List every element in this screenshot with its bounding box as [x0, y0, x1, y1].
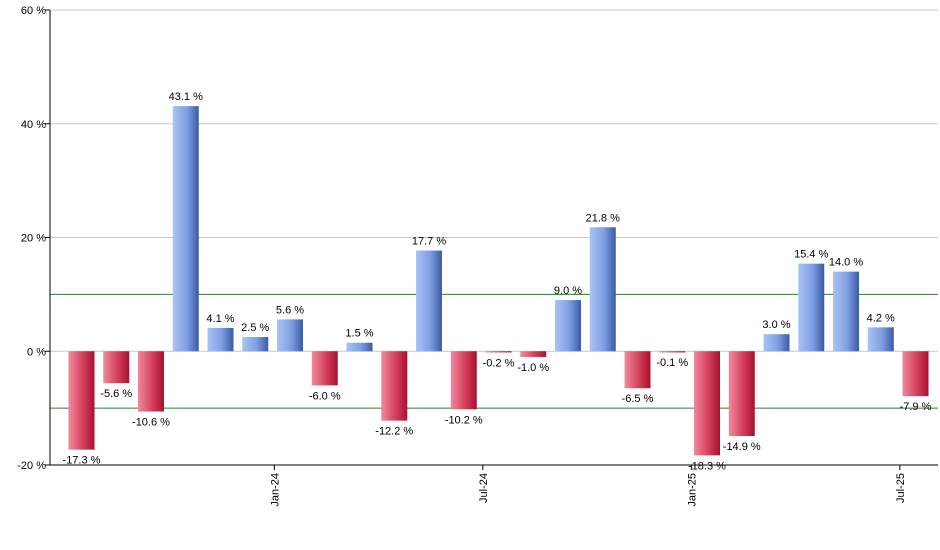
bar [311, 351, 338, 386]
data-label: 15.4 % [794, 249, 828, 261]
data-label: 17.7 % [412, 236, 446, 248]
y-tick-label: 40 % [21, 119, 46, 131]
bar [902, 351, 929, 397]
bar [68, 351, 95, 450]
data-label: -12.2 % [375, 426, 413, 438]
bar [381, 351, 408, 421]
data-label: -0.1 % [656, 357, 688, 369]
data-label: 43.1 % [169, 91, 203, 103]
data-labels: -17.3 % -5.6 % -10.6 % 43.1 % 4.1 % 2.5 % 5.6 … [63, 91, 932, 472]
bar [207, 327, 234, 352]
bar [485, 351, 512, 353]
data-label: -14.9 % [723, 441, 761, 453]
data-label: -17.3 % [63, 455, 101, 467]
bar [416, 250, 442, 352]
bar [346, 342, 373, 352]
y-tick-label: 20 % [21, 233, 46, 245]
data-label: 1.5 % [345, 328, 373, 340]
data-label: 4.2 % [867, 312, 895, 324]
bar [555, 300, 581, 352]
y-tick-label: 0 % [27, 346, 46, 358]
bar [103, 351, 130, 384]
x-tick-label: Jul-24 [478, 473, 490, 503]
data-label: -1.0 % [517, 362, 549, 374]
data-label: 3.0 % [762, 319, 790, 331]
bar [242, 337, 269, 352]
bar [520, 351, 547, 357]
data-label: -7.9 % [900, 401, 932, 413]
data-label: 21.8 % [586, 212, 620, 224]
data-label: -18.3 % [688, 460, 726, 472]
bar [867, 327, 894, 352]
bar [728, 351, 755, 436]
data-label: 4.1 % [206, 313, 234, 325]
bar [694, 351, 720, 456]
data-label: -6.5 % [622, 393, 654, 405]
x-tick-label: Jan-25 [686, 473, 698, 507]
bar [624, 351, 651, 389]
data-label: -6.0 % [309, 390, 341, 402]
bar [172, 106, 199, 352]
data-label: 9.0 % [554, 285, 582, 297]
axes: -20 % 0 % 20 % 40 % 60 % Jan-24 Jul-24 Jan-25 Ju… [17, 5, 938, 507]
data-label: -5.6 % [100, 388, 132, 400]
bar [659, 351, 686, 353]
bar [763, 334, 790, 352]
y-tick-label: -20 % [17, 460, 46, 472]
bar [833, 271, 859, 352]
bar [589, 227, 616, 352]
x-tick-label: Jul-25 [895, 473, 907, 503]
bar [277, 319, 303, 352]
data-label: -0.2 % [483, 357, 515, 369]
data-label: -10.6 % [132, 417, 170, 429]
bar [138, 351, 164, 412]
bars [68, 106, 929, 456]
bar [798, 263, 825, 352]
data-label: 2.5 % [241, 322, 269, 334]
data-label: 5.6 % [276, 304, 304, 316]
data-label: 14.0 % [829, 257, 863, 269]
bar [450, 351, 477, 410]
x-tick-label: Jan-24 [269, 473, 281, 507]
y-tick-label: 60 % [21, 5, 46, 17]
data-label: -10.2 % [445, 414, 483, 426]
